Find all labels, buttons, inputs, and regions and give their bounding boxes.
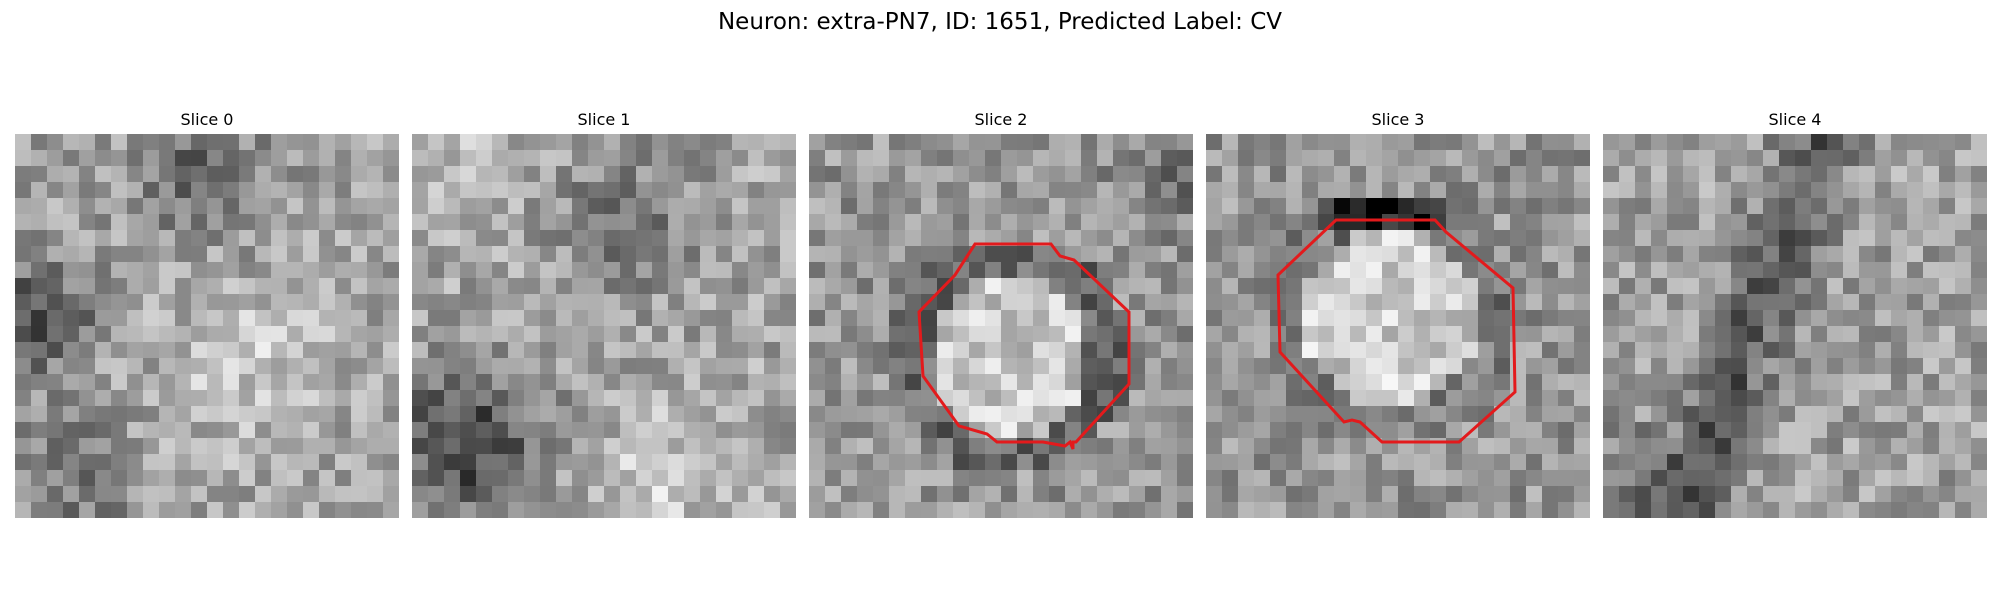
slice-panel-3: Slice 3 xyxy=(1206,108,1590,518)
slice-title-3: Slice 3 xyxy=(1371,110,1425,129)
slice-title-0: Slice 0 xyxy=(180,110,234,129)
slice-panel-1: Slice 1 xyxy=(412,108,796,518)
slice-image-2 xyxy=(809,134,1193,518)
slice-panel-2: Slice 2 xyxy=(809,108,1193,518)
slice-image-4 xyxy=(1603,134,1987,518)
slice-image-0 xyxy=(15,134,399,518)
slice-title-4: Slice 4 xyxy=(1768,110,1822,129)
figure-title: Neuron: extra-PN7, ID: 1651, Predicted L… xyxy=(717,9,1283,35)
slice-title-2: Slice 2 xyxy=(974,110,1028,129)
slice-image-3 xyxy=(1206,134,1590,518)
segmentation-contour xyxy=(917,242,1131,450)
segmentation-contour xyxy=(1276,218,1517,444)
slice-image-1 xyxy=(412,134,796,518)
slice-panel-4: Slice 4 xyxy=(1603,108,1987,518)
slice-panel-0: Slice 0 xyxy=(15,108,399,518)
slice-title-1: Slice 1 xyxy=(577,110,631,129)
